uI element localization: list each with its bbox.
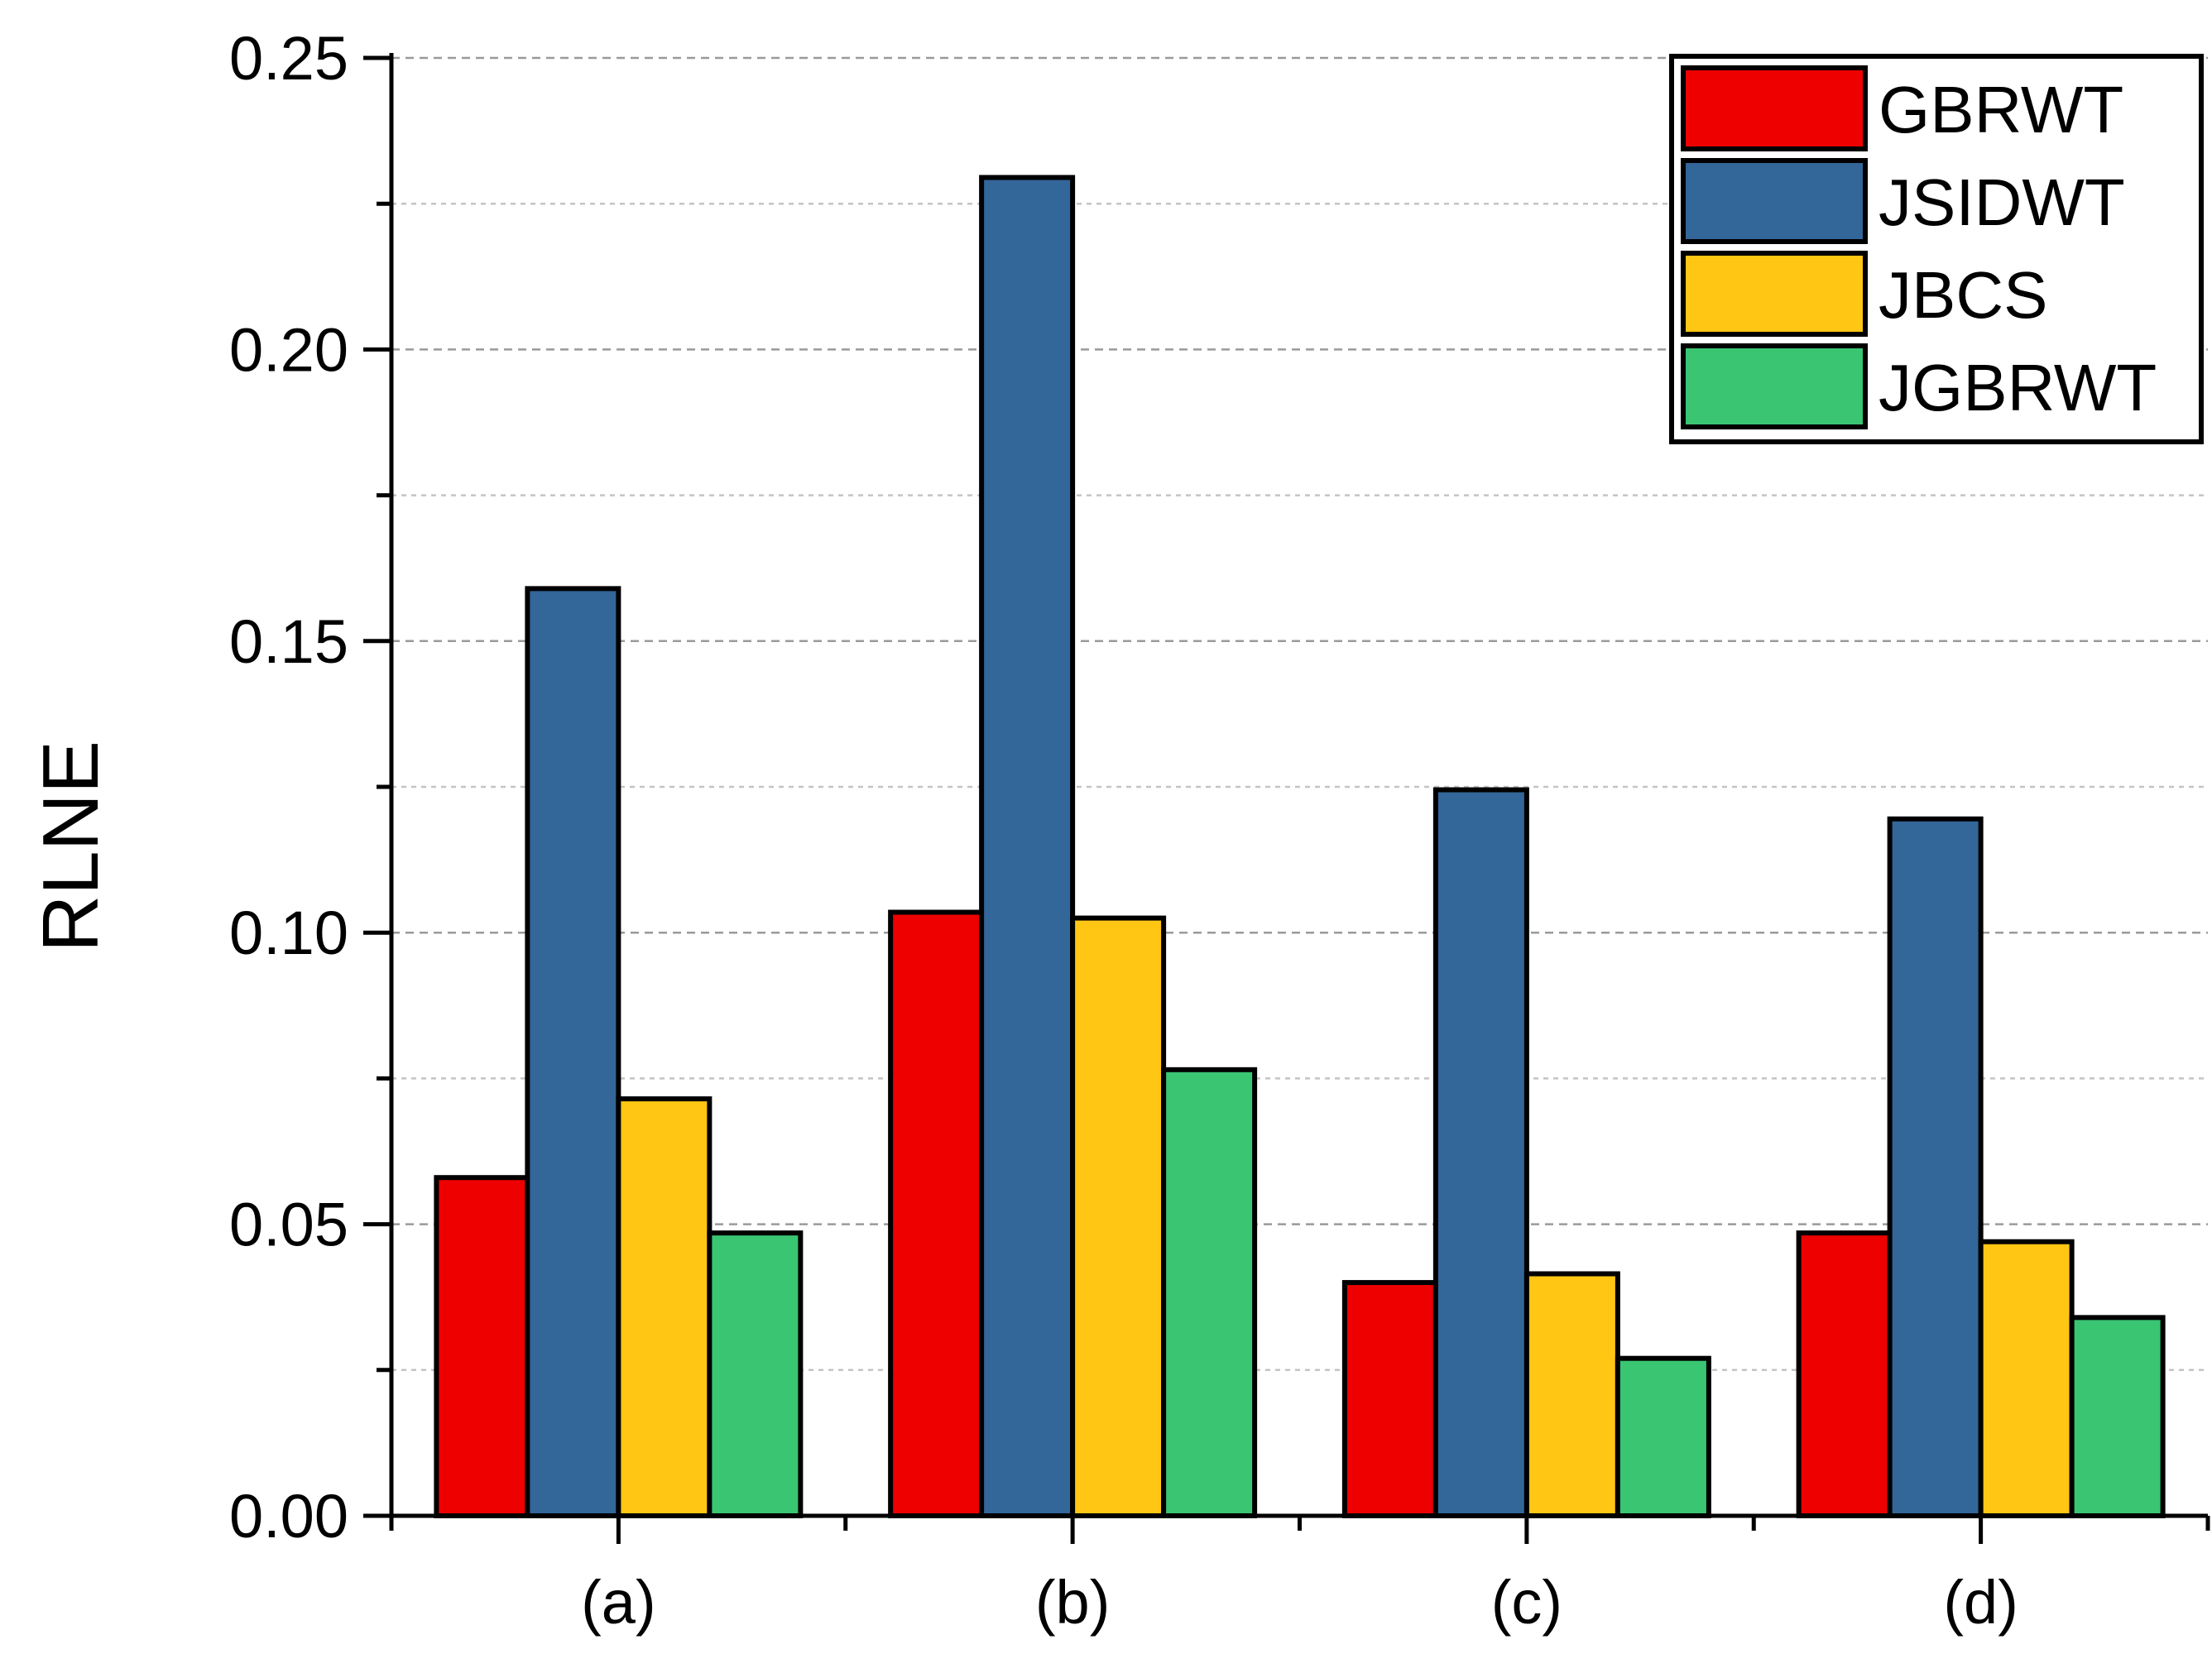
tick-labels: 0.00 0.05 0.10 0.15 0.20 0.25 (a) (b) (c) (d) [229,24,2018,1637]
y-tick-label: 0.00 [229,1482,348,1551]
x-tick-label: (d) [1943,1568,2018,1637]
bar-jsidwt-1 [979,175,1076,1518]
legend-swatch-jbcs [1681,251,1868,337]
bar-jbcs-3 [1978,1239,2075,1519]
legend-label-jgbrwt: JGBRWT [1879,351,2157,424]
y-axis-title: RLNE [26,741,115,952]
legend-swatch-jgbrwt [1681,343,1868,429]
legend-swatch-jsidwt [1681,158,1868,244]
bar-gbrwt-2 [1341,1280,1438,1518]
bar-gbrwt-3 [1796,1230,1893,1518]
y-tick-label: 0.20 [229,315,348,384]
bar-gbrwt-1 [888,909,985,1518]
legend-swatch-gbrwt [1681,65,1868,151]
axes [363,53,2210,1544]
legend: GBRWT JSIDWT JBCS JGBRWT [1669,54,2204,444]
bar-jgbrwt-3 [2069,1315,2166,1519]
legend-label-jsidwt: JSIDWT [1879,165,2125,239]
bar-jbcs-2 [1523,1271,1620,1519]
y-tick-label: 0.25 [229,24,348,93]
legend-label-gbrwt: GBRWT [1879,73,2123,146]
bar-jbcs-1 [1070,915,1167,1518]
bar-jgbrwt-0 [707,1230,804,1518]
bar-gbrwt-0 [434,1175,530,1518]
legend-label-jbcs: JBCS [1879,258,2048,332]
bar-jgbrwt-1 [1161,1067,1258,1518]
bar-jsidwt-3 [1887,816,1984,1518]
y-tick-label: 0.15 [229,607,348,676]
bar-jsidwt-0 [525,586,621,1518]
bar-jsidwt-2 [1432,787,1529,1518]
bar-jgbrwt-2 [1615,1355,1711,1518]
y-tick-label: 0.10 [229,899,348,967]
x-tick-label: (c) [1491,1568,1562,1637]
y-tick-label: 0.05 [229,1191,348,1259]
x-tick-label: (a) [581,1568,655,1637]
bar-jbcs-0 [616,1096,713,1518]
x-tick-label: (b) [1035,1568,1110,1637]
